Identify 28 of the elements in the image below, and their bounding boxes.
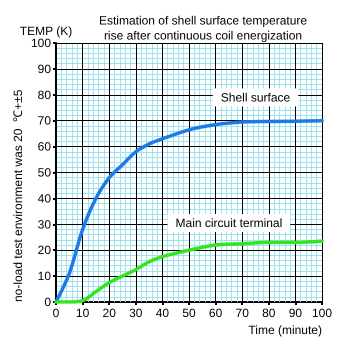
x-tick-label: 50 (182, 306, 196, 320)
x-tick-label: 20 (102, 306, 116, 320)
y-tick-label: 0 (44, 295, 52, 309)
x-tick-label: 60 (208, 306, 223, 320)
y-tick-label: 70 (38, 114, 52, 128)
x-tick-label: 10 (76, 306, 90, 320)
x-tick-label: 100 (312, 306, 332, 320)
x-tick-label: 30 (129, 306, 143, 320)
y-tick-label: 50 (38, 166, 52, 180)
y-axis-title: TEMP (K) (20, 24, 72, 38)
x-tick-label: 0 (52, 306, 60, 320)
x-tick-label: 70 (236, 306, 250, 320)
y-tick-label: 20 (38, 243, 52, 258)
text: no-load test environment was 20 ℃+±5 (11, 89, 25, 302)
series-label: Shell surface (220, 90, 290, 104)
x-axis-title: Time (minute) (248, 323, 322, 337)
series-label: Main circuit terminal (176, 216, 282, 230)
x-tick-label: 90 (288, 306, 302, 320)
y-tick-label: 10 (38, 269, 52, 284)
y-tick-label: 90 (38, 62, 52, 76)
chart-title: Estimation of shell surface temperature rise after continuous coil energization (98, 14, 308, 42)
x-tick-label: 80 (262, 306, 276, 320)
x-tick-label: 40 (156, 306, 170, 320)
y-tick-label: 60 (38, 140, 52, 154)
y-tick-label: 40 (38, 191, 52, 206)
y-tick-label: 30 (38, 217, 52, 232)
y-tick-label: 80 (38, 88, 52, 102)
y-tick-label: 100 (30, 36, 52, 50)
